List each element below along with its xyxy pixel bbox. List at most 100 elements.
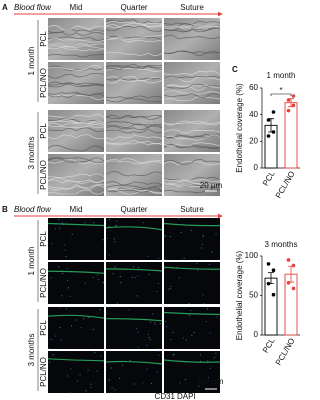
fluor-dot bbox=[84, 222, 86, 224]
fluor-dot bbox=[146, 368, 148, 370]
fluor-dot bbox=[202, 236, 205, 238]
fluor-dot bbox=[116, 220, 118, 222]
fluor-dot bbox=[172, 354, 174, 356]
fluor-dot bbox=[202, 294, 204, 296]
sem-fiber bbox=[105, 125, 163, 131]
sem-fiber bbox=[47, 45, 105, 50]
fluor-dot bbox=[70, 270, 72, 273]
sem-fiber bbox=[47, 45, 105, 52]
fluor-dot bbox=[170, 338, 172, 341]
sem-fiber bbox=[105, 135, 163, 140]
fluor-band bbox=[47, 270, 105, 274]
sem-fiber bbox=[105, 38, 163, 43]
sem-fiber bbox=[47, 73, 105, 79]
fluor-dot bbox=[141, 382, 144, 384]
fluor-dot bbox=[180, 231, 182, 234]
fluor-dot bbox=[64, 249, 66, 251]
fluor-dot bbox=[154, 322, 156, 324]
sem-fiber bbox=[163, 34, 221, 40]
fluor-dot bbox=[188, 314, 191, 317]
panel-label: B bbox=[2, 205, 8, 214]
fluor-dot bbox=[90, 383, 92, 385]
sem-fiber bbox=[47, 65, 105, 71]
fluor-dot bbox=[71, 218, 73, 220]
fluor-dot bbox=[134, 277, 136, 279]
row-label: PCL bbox=[39, 31, 48, 47]
fluor-dot bbox=[172, 331, 174, 333]
fluor-band bbox=[163, 222, 221, 227]
sem-fiber bbox=[163, 177, 221, 182]
panel-label: A bbox=[2, 3, 8, 12]
fluor-dot bbox=[69, 295, 71, 298]
fluor-dot bbox=[184, 379, 187, 381]
fluor-dot bbox=[164, 258, 166, 260]
fluor-band bbox=[105, 360, 163, 365]
flow-label: Blood flow bbox=[14, 205, 52, 214]
fluor-dot bbox=[98, 278, 100, 281]
significance-bracket bbox=[270, 93, 292, 96]
data-point bbox=[266, 118, 271, 122]
fluor-dot bbox=[108, 218, 111, 220]
sem-fiber bbox=[47, 54, 105, 58]
data-point bbox=[266, 134, 271, 138]
fluor-dot bbox=[215, 352, 217, 354]
sem-fiber bbox=[105, 98, 163, 103]
fluor-dot bbox=[59, 326, 61, 329]
fluor-dot bbox=[111, 387, 113, 389]
sem-image bbox=[164, 62, 220, 104]
fluor-dot bbox=[129, 359, 131, 361]
sem-fiber bbox=[163, 178, 221, 183]
data-point bbox=[286, 108, 291, 113]
sem-fiber bbox=[105, 139, 163, 145]
fluor-dot bbox=[153, 217, 155, 219]
fluor-dot bbox=[169, 235, 171, 238]
y-axis-label: Endothelial coverage (%) bbox=[235, 250, 244, 340]
data-point bbox=[286, 258, 291, 262]
fluor-dot bbox=[157, 257, 159, 259]
sem-image bbox=[48, 18, 104, 60]
sem-fiber bbox=[105, 19, 163, 24]
fluor-dot bbox=[200, 247, 203, 249]
sem-fiber bbox=[105, 142, 163, 146]
fluor-dot bbox=[115, 224, 117, 226]
fluor-dot bbox=[178, 277, 180, 279]
sem-fiber bbox=[105, 76, 163, 82]
fluor-dot bbox=[147, 333, 150, 335]
fluor-band bbox=[105, 268, 163, 272]
y-tick-label: 20 bbox=[249, 136, 258, 145]
sem-fiber bbox=[47, 185, 105, 191]
fluor-dot bbox=[202, 235, 204, 237]
fluor-dot bbox=[156, 217, 158, 219]
fluor-dot bbox=[209, 332, 211, 334]
sem-fiber bbox=[163, 120, 221, 126]
fluor-dot bbox=[133, 266, 135, 268]
fluor-dot bbox=[146, 344, 148, 346]
sem-fiber bbox=[47, 157, 105, 164]
fluor-dot bbox=[206, 308, 209, 310]
fluor-dot bbox=[207, 376, 209, 379]
fluor-dot bbox=[166, 325, 168, 327]
fluor-dot bbox=[108, 379, 110, 381]
sem-fiber bbox=[163, 183, 221, 188]
fluor-dot bbox=[173, 353, 175, 356]
fluor-dot bbox=[136, 295, 138, 297]
sem-fiber bbox=[47, 25, 105, 31]
y-tick-label: 0 bbox=[254, 330, 259, 339]
sem-fiber bbox=[47, 179, 105, 184]
fluor-dot bbox=[176, 266, 178, 268]
fluor-dot bbox=[148, 336, 150, 339]
fluor-dot bbox=[149, 338, 151, 341]
fluor-dot bbox=[114, 266, 116, 268]
data-point bbox=[291, 286, 296, 291]
fluor-dot bbox=[100, 355, 102, 357]
category-label: PCL bbox=[261, 336, 277, 354]
fluor-dot bbox=[59, 227, 61, 229]
sem-fiber bbox=[163, 76, 221, 82]
fluor-dot bbox=[157, 282, 160, 285]
fluor-image bbox=[48, 351, 104, 393]
fluor-dot bbox=[203, 302, 205, 305]
fluor-dot bbox=[90, 386, 92, 389]
fluor-dot bbox=[199, 354, 201, 356]
sem-fiber bbox=[105, 128, 163, 134]
fluor-dot bbox=[151, 313, 154, 315]
